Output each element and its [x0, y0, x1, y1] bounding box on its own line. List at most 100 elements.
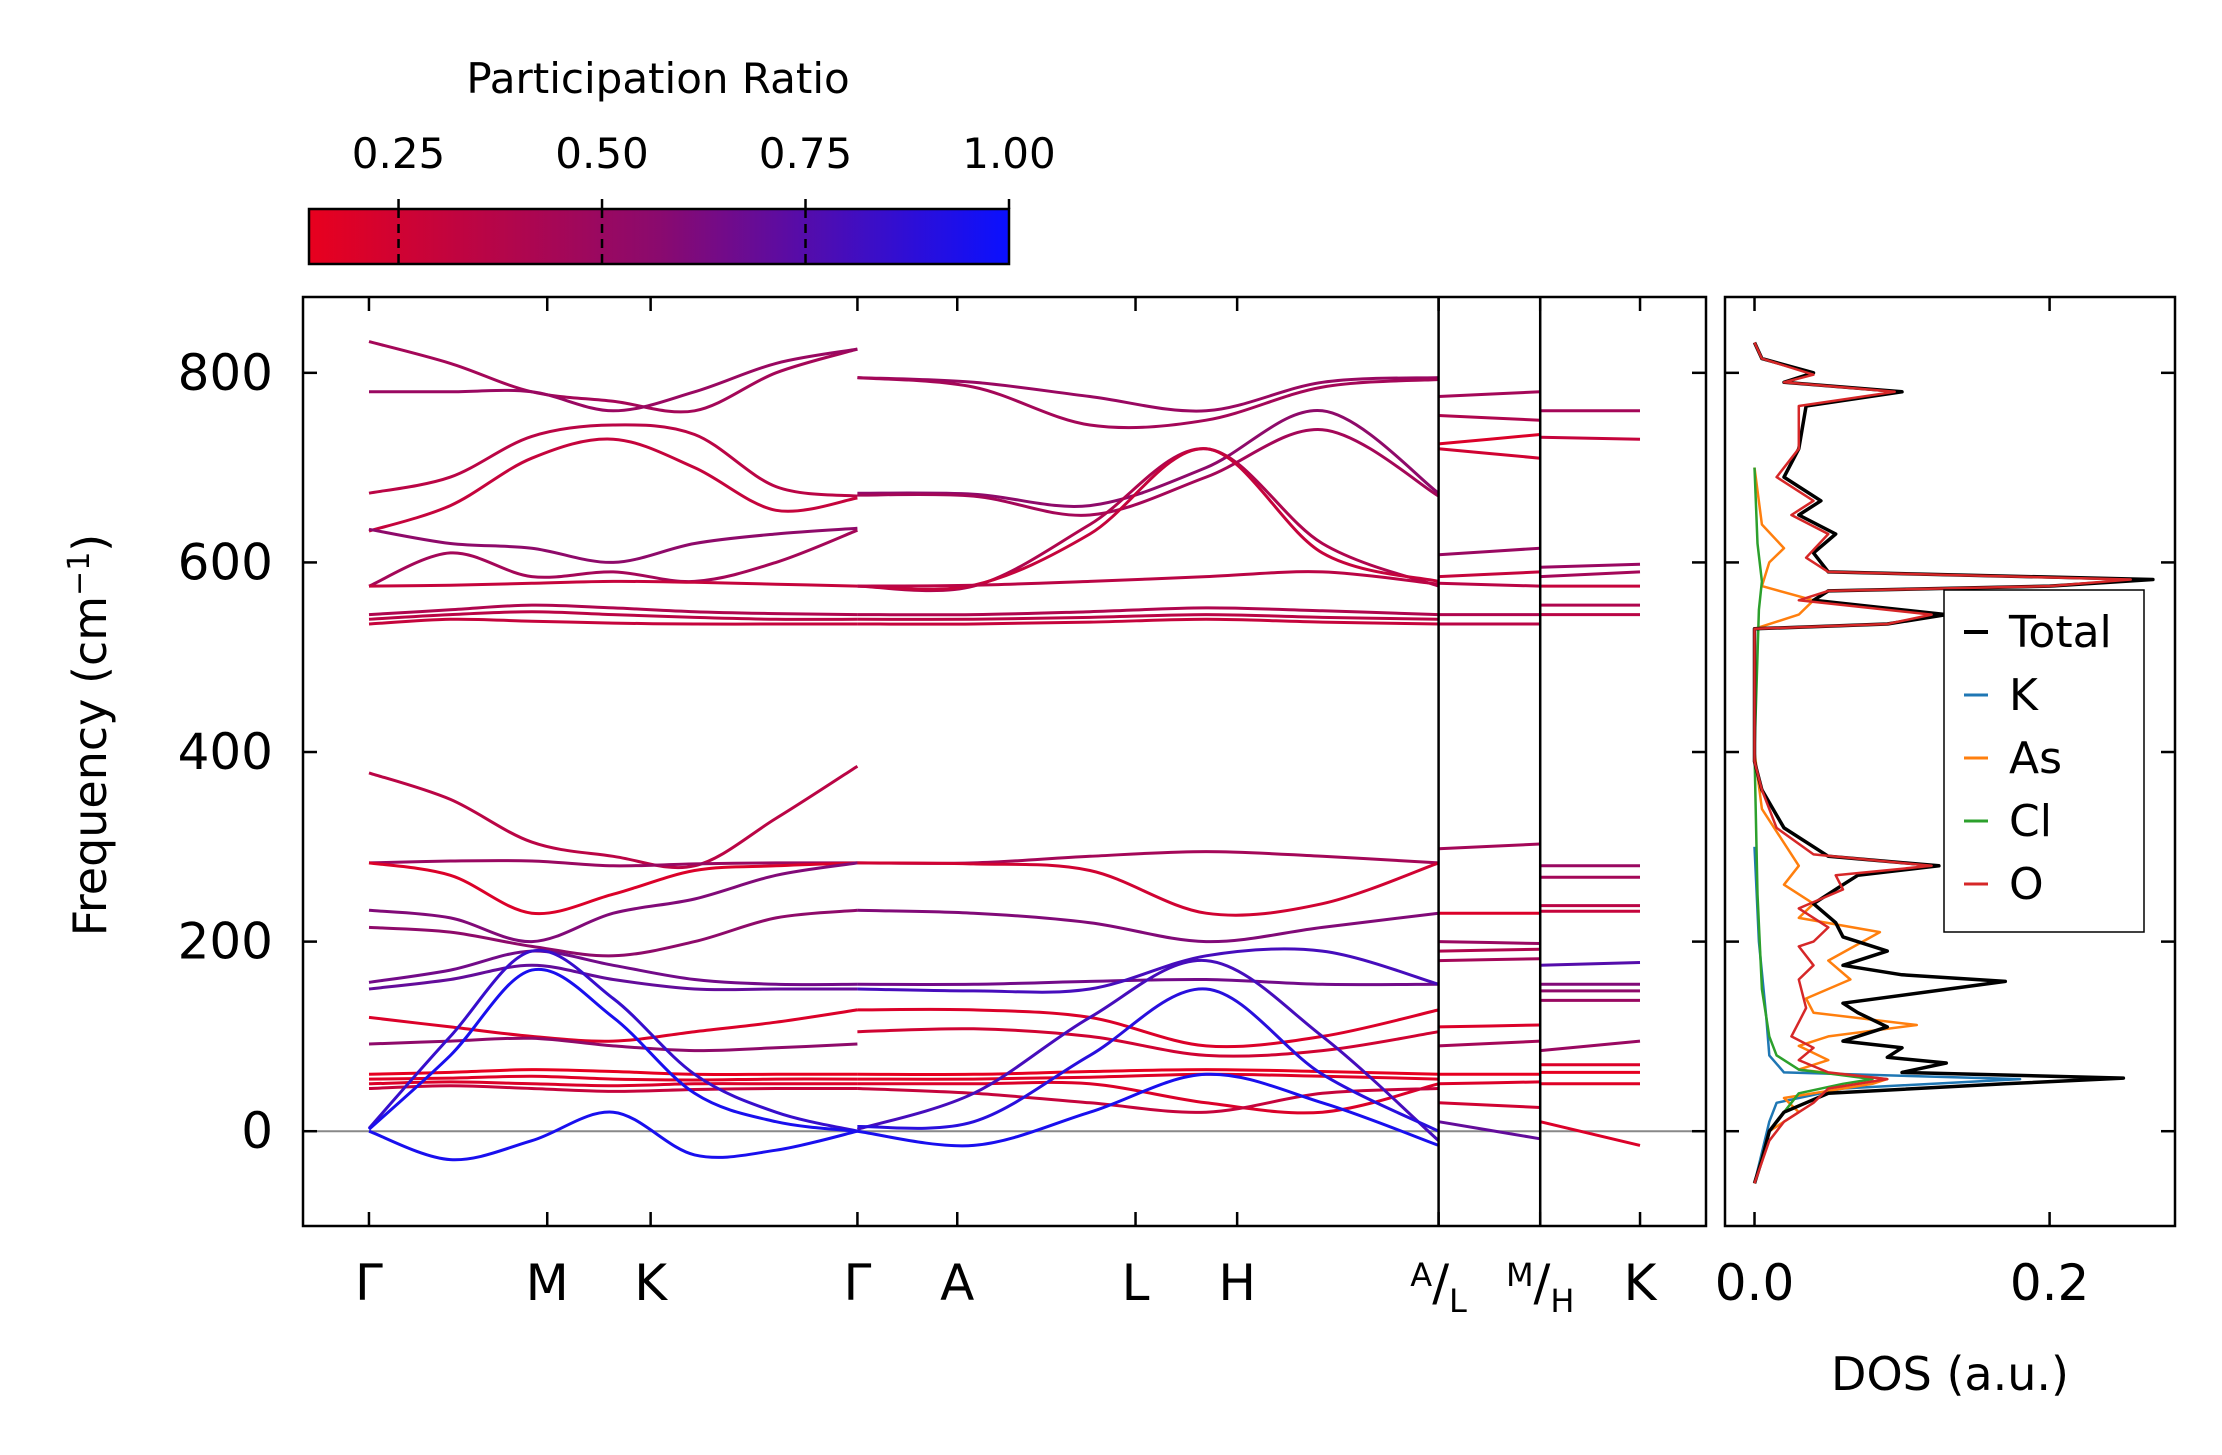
phonon-band: [1438, 581, 1541, 588]
phonon-band: [1438, 1039, 1541, 1048]
phonon-band: [368, 423, 858, 498]
phonon-band: [368, 949, 858, 987]
phonon-band: [1540, 961, 1641, 967]
phonon-band: [368, 1008, 858, 1043]
phonon-band: [1540, 1039, 1641, 1053]
legend-label: Total: [2008, 607, 2112, 658]
legend-label: K: [2009, 670, 2039, 721]
dos-series-total: [1752, 341, 2155, 1184]
phonon-band: [368, 908, 858, 958]
k-point-label: Γ: [843, 1254, 871, 1312]
phonon-band: [857, 947, 1440, 994]
colorbar: Participation Ratio 0.25 0.50 0.75 1.00: [307, 54, 1056, 266]
phonon-band: [1438, 414, 1541, 422]
x-axis-label-dos: DOS (a.u.): [1831, 1347, 2069, 1401]
phonon-band: [368, 764, 859, 870]
k-point-label: M/H: [1506, 1254, 1575, 1320]
colorbar-gradient: [307, 207, 1011, 266]
phonon-band: [857, 908, 1439, 944]
k-point-label: A: [940, 1254, 974, 1312]
phonon-band: [1438, 1120, 1541, 1141]
dos-x-tick-label: 0.2: [2010, 1254, 2090, 1312]
phonon-band: [857, 428, 1440, 517]
phonon-band: [857, 1087, 1439, 1114]
dos-legend: Total K As Cl O: [1943, 589, 2145, 933]
colorbar-tick-label: 0.75: [759, 129, 853, 178]
phonon-band: [368, 1036, 858, 1053]
dos-plot: 0.0 0.2 DOS (a.u.) Total K As Cl O: [1715, 295, 2177, 1401]
phonon-band: [368, 526, 858, 564]
phonon-band: [1438, 940, 1541, 945]
phonon-band: [368, 861, 858, 944]
phonon-band: [368, 1084, 858, 1093]
phonon-band: [1539, 1120, 1641, 1147]
phonon-band: [368, 859, 858, 868]
dos-frame: [1723, 295, 2177, 1228]
phonon-band: [367, 948, 858, 1133]
k-point-label: A/L: [1410, 1254, 1467, 1320]
phonon-band: [368, 1110, 858, 1162]
legend-box: [1943, 589, 2145, 933]
phonon-band: [857, 1027, 1439, 1058]
phonon-band: [857, 613, 1439, 621]
colorbar-tick-label: 1.00: [962, 129, 1056, 178]
y-tick-label: 400: [178, 723, 273, 781]
colorbar-tick-label: 0.50: [555, 129, 649, 178]
phonon-band: [1540, 435, 1641, 441]
phonon-band: [368, 437, 858, 533]
k-point-label: L: [1122, 1254, 1150, 1312]
legend-label: Cl: [2009, 796, 2052, 847]
phonon-band: [1540, 570, 1641, 579]
legend-label: As: [2009, 733, 2062, 784]
phonon-band: [857, 1080, 1439, 1115]
phonon-band: [368, 617, 858, 626]
phonon-band: [1438, 1080, 1541, 1086]
phonon-band: [367, 967, 858, 1133]
phonon-band: [368, 1074, 858, 1082]
phonon-band: [368, 340, 858, 414]
phonon-band: [857, 1072, 1440, 1148]
phonon-band: [1540, 562, 1641, 569]
phonon-band: [368, 579, 858, 588]
k-point-label: K: [1624, 1254, 1658, 1312]
phonon-band: [1438, 1101, 1541, 1109]
phonon-band: [368, 603, 858, 617]
phonon-band: [856, 959, 1440, 1142]
y-axis-label: Frequency (cm−1): [62, 534, 118, 937]
y-tick-label: 600: [178, 533, 273, 591]
phonon-band: [857, 447, 1440, 593]
phonon-band: [368, 1068, 858, 1077]
k-point-label: K: [634, 1254, 668, 1312]
dos-x-tick-label: 0.0: [1715, 1254, 1795, 1312]
k-point-label: M: [526, 1254, 569, 1312]
phonon-band: [857, 409, 1440, 508]
phonon-band: [857, 850, 1439, 865]
k-point-label: H: [1218, 1254, 1256, 1312]
phonon-band: [368, 1080, 858, 1088]
dos-series-cl: [1753, 467, 1874, 1184]
phonon-band: [1438, 390, 1541, 398]
phonon-band: [1438, 947, 1541, 953]
phonon-band: [368, 610, 858, 621]
phonon-band: [857, 376, 1439, 413]
phonon-band: [857, 447, 1439, 591]
k-point-label: Γ: [355, 1254, 383, 1312]
band-frame: [301, 295, 1708, 1228]
y-tick-label: 200: [178, 913, 273, 971]
dos-series-o: [1753, 341, 2132, 1184]
band-structure-plot: 0 200 400 600 800 Γ M K Γ A L H A/L M/H K Frequency (c…: [62, 295, 1708, 1320]
y-tick-label: 0: [241, 1102, 273, 1160]
phonon-band: [1438, 1023, 1541, 1029]
y-tick-label: 800: [178, 344, 273, 402]
phonon-band: [368, 963, 858, 992]
phonon-band: [857, 1068, 1439, 1077]
phonon-band: [1438, 842, 1541, 851]
phonon-band: [1438, 546, 1541, 557]
phonon-band: [1438, 433, 1541, 446]
phonon-band: [857, 1072, 1439, 1081]
phonon-band: [857, 987, 1440, 1133]
phonon-band: [1438, 957, 1541, 963]
phonon-band: [1438, 447, 1541, 460]
phonon-band: [857, 606, 1439, 617]
